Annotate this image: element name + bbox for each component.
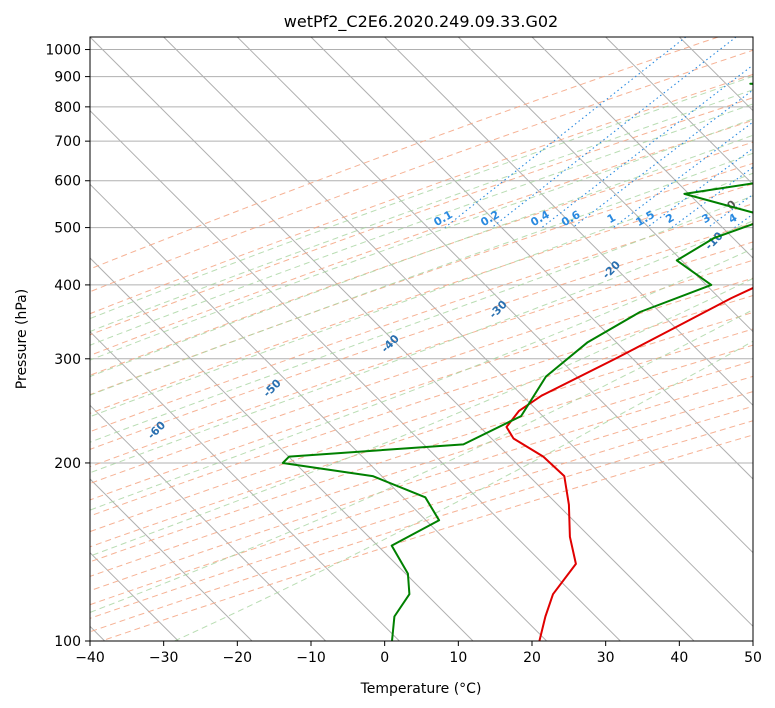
mixing-ratio-line — [444, 37, 687, 229]
isotherm-line — [90, 330, 400, 641]
moist-adiabat — [90, 152, 753, 396]
dry-adiabat — [90, 222, 753, 450]
mixing-ratio-label: 1.5 — [634, 208, 657, 229]
dry-adiabat — [90, 241, 753, 468]
mixing-ratio-label: 3 — [700, 211, 713, 226]
moist-adiabat — [90, 220, 753, 474]
dry-adiabat-label: -50 — [261, 376, 284, 399]
y-tick-label: 400 — [54, 278, 81, 294]
x-tick-label: 30 — [597, 650, 615, 666]
x-tick-label: 40 — [670, 650, 688, 666]
x-tick-label: −20 — [223, 650, 253, 666]
mixing-ratio-line — [491, 37, 737, 229]
dry-adiabat — [90, 141, 753, 376]
y-tick-label: 900 — [54, 70, 81, 86]
x-tick-label: −30 — [149, 650, 179, 666]
mixing-ratio-line — [646, 147, 753, 229]
isotherm-line — [752, 37, 753, 38]
x-tick-label: −10 — [296, 650, 326, 666]
isotherm-line — [457, 37, 753, 333]
dry-adiabat — [90, 183, 753, 414]
isotherm-line — [90, 257, 474, 641]
isotherm-line — [310, 37, 753, 480]
mixing-ratio-label: 1 — [605, 211, 618, 226]
x-tick-label: 20 — [523, 650, 541, 666]
dry-adiabat — [90, 311, 753, 533]
y-axis-label: Pressure (hPa) — [14, 289, 30, 389]
isotherm-line — [90, 478, 253, 641]
moist-adiabat — [90, 172, 753, 418]
moist-adiabat — [90, 89, 753, 333]
mixing-ratio-label: 0.1 — [431, 208, 454, 229]
moist-adiabat — [90, 118, 753, 361]
isotherm-line — [90, 404, 327, 641]
dry-adiabat — [90, 119, 753, 356]
y-tick-label: 600 — [54, 174, 81, 190]
x-tick-label: 10 — [449, 650, 467, 666]
isotherm-line — [163, 37, 753, 628]
dry-adiabat-label: -30 — [487, 298, 510, 321]
isotherm-line — [678, 37, 753, 112]
x-tick-label: −40 — [75, 650, 105, 666]
dewpoint-profile — [281, 82, 753, 641]
mixing-ratio-label: 0.4 — [528, 208, 552, 229]
dry-adiabat — [90, 49, 753, 293]
dry-adiabat — [90, 277, 753, 501]
dry-adiabat — [90, 97, 753, 336]
mixing-ratio-label: 6 — [765, 211, 775, 226]
moist-adiabat — [90, 75, 753, 320]
dry-adiabat-label: -20 — [600, 258, 623, 281]
isotherm-line — [236, 37, 753, 554]
y-tick-label: 200 — [54, 456, 81, 472]
dry-adiabat-label: -10 — [702, 229, 725, 252]
moist-adiabat — [90, 195, 753, 443]
temperature-profile — [505, 286, 753, 641]
isotherm-line — [90, 37, 695, 641]
y-tick-label: 300 — [54, 352, 81, 368]
mixing-ratio-line — [671, 166, 753, 229]
isotherm-line — [384, 37, 753, 407]
dry-adiabat — [90, 420, 753, 633]
y-tick-label: 500 — [54, 221, 81, 237]
x-axis-label: Temperature (°C) — [360, 681, 482, 697]
dry-adiabat — [90, 360, 753, 577]
dry-adiabat — [90, 162, 753, 396]
mixing-ratio-line — [572, 89, 753, 229]
isotherm-line — [90, 109, 621, 641]
y-tick-label: 700 — [54, 134, 81, 150]
x-tick-label: 50 — [744, 650, 762, 666]
isotherm-line — [605, 37, 753, 186]
dry-adiabat — [101, 434, 753, 641]
isotherm-line — [90, 183, 548, 641]
chart-title: wetPf2_C2E6.2020.249.09.33.G02 — [284, 12, 558, 32]
dry-adiabat — [90, 375, 753, 592]
mixing-ratio-line — [734, 213, 753, 229]
dry-adiabat — [90, 37, 719, 270]
mixing-ratio-label: 2 — [663, 211, 676, 226]
mixing-ratio-label: 4 — [726, 211, 739, 226]
dry-adiabat — [90, 73, 753, 315]
x-tick-label: 0 — [380, 650, 389, 666]
mixing-ratio-label: 0.6 — [559, 208, 583, 229]
moist-adiabat — [90, 277, 753, 557]
plot-frame — [89, 36, 754, 642]
y-tick-label: 800 — [54, 100, 81, 116]
y-tick-label: 100 — [54, 634, 81, 650]
y-tick-label: 1000 — [45, 43, 81, 59]
dry-adiabat-label: -70 — [21, 469, 44, 492]
moist-adiabat — [90, 247, 753, 511]
